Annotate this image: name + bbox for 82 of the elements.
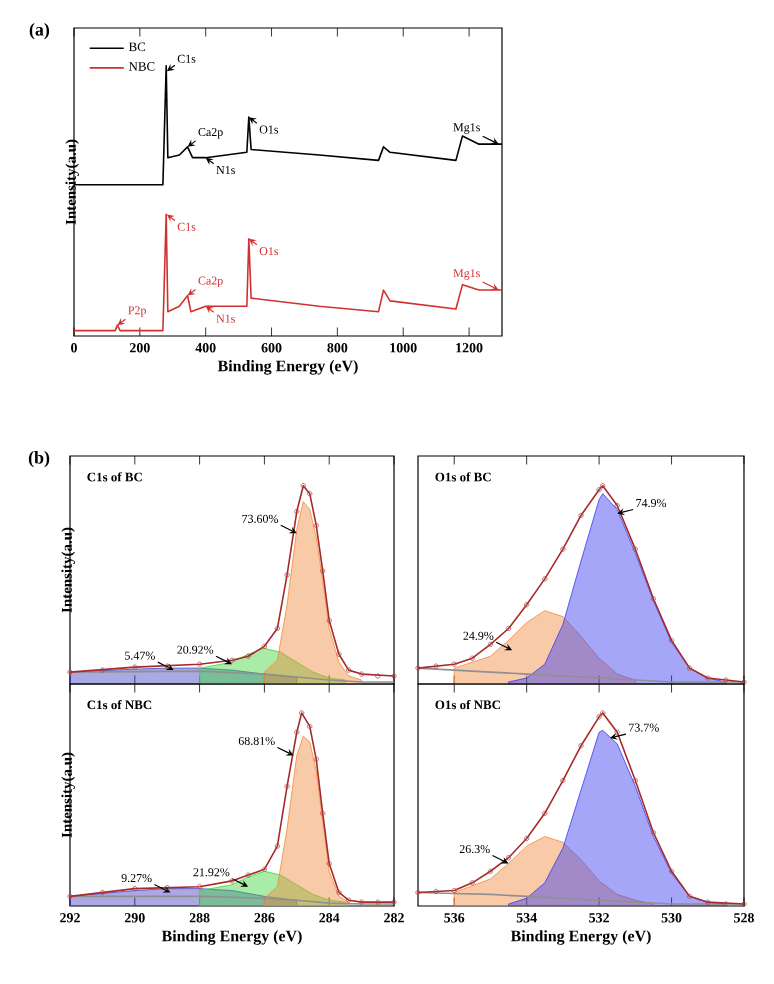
point bbox=[313, 522, 319, 528]
point bbox=[274, 843, 280, 849]
point bbox=[542, 576, 548, 582]
point bbox=[300, 483, 306, 489]
point bbox=[524, 602, 530, 608]
point bbox=[307, 723, 313, 730]
point bbox=[469, 655, 475, 661]
point bbox=[307, 491, 313, 497]
point bbox=[614, 502, 620, 509]
point bbox=[705, 899, 711, 905]
point bbox=[578, 743, 584, 749]
point bbox=[723, 901, 729, 907]
point bbox=[687, 893, 693, 899]
point bbox=[505, 625, 512, 632]
point bbox=[451, 661, 457, 667]
point bbox=[320, 810, 326, 816]
point bbox=[261, 866, 267, 872]
point bbox=[650, 830, 657, 836]
point bbox=[391, 899, 397, 905]
point bbox=[245, 872, 251, 878]
point bbox=[313, 756, 319, 762]
point bbox=[99, 667, 105, 673]
point bbox=[596, 487, 602, 493]
point bbox=[294, 508, 300, 515]
point bbox=[469, 880, 475, 886]
point bbox=[299, 710, 305, 716]
point bbox=[741, 901, 747, 907]
point bbox=[433, 663, 439, 669]
point bbox=[359, 899, 365, 905]
point bbox=[741, 679, 747, 685]
point bbox=[560, 546, 566, 552]
point bbox=[197, 661, 203, 667]
point bbox=[433, 888, 439, 895]
point bbox=[375, 673, 381, 679]
point bbox=[274, 625, 280, 632]
point bbox=[487, 868, 494, 874]
point bbox=[197, 884, 203, 890]
point bbox=[375, 899, 381, 905]
point bbox=[229, 657, 235, 663]
point bbox=[320, 568, 326, 574]
point bbox=[346, 667, 352, 673]
chart-title: (a) bbox=[29, 23, 50, 40]
point bbox=[705, 675, 711, 681]
point bbox=[336, 889, 342, 896]
point bbox=[284, 572, 290, 578]
point bbox=[245, 653, 251, 659]
point bbox=[687, 665, 693, 671]
point bbox=[723, 677, 729, 683]
point bbox=[596, 714, 602, 720]
point bbox=[668, 868, 675, 874]
point bbox=[67, 669, 73, 675]
point bbox=[132, 886, 138, 892]
point bbox=[487, 641, 494, 647]
point bbox=[632, 777, 638, 784]
point bbox=[505, 855, 512, 861]
point bbox=[600, 483, 606, 489]
point bbox=[346, 897, 352, 903]
point bbox=[294, 729, 300, 735]
point bbox=[99, 889, 105, 896]
point bbox=[132, 664, 138, 670]
point bbox=[284, 783, 290, 789]
chart-title: (b) bbox=[28, 451, 50, 468]
point bbox=[524, 835, 530, 842]
point bbox=[614, 729, 620, 735]
point bbox=[261, 643, 267, 649]
point bbox=[391, 673, 397, 679]
point bbox=[326, 860, 332, 867]
point bbox=[67, 893, 73, 899]
point bbox=[336, 651, 342, 657]
point bbox=[650, 596, 657, 602]
point bbox=[415, 665, 421, 671]
point bbox=[632, 546, 638, 552]
point bbox=[415, 889, 421, 896]
point bbox=[326, 617, 332, 624]
point bbox=[451, 887, 457, 894]
point bbox=[668, 637, 675, 643]
point bbox=[560, 777, 566, 784]
point bbox=[359, 671, 365, 677]
point bbox=[229, 878, 235, 884]
point bbox=[600, 710, 606, 716]
point bbox=[542, 810, 548, 816]
point bbox=[578, 512, 584, 519]
